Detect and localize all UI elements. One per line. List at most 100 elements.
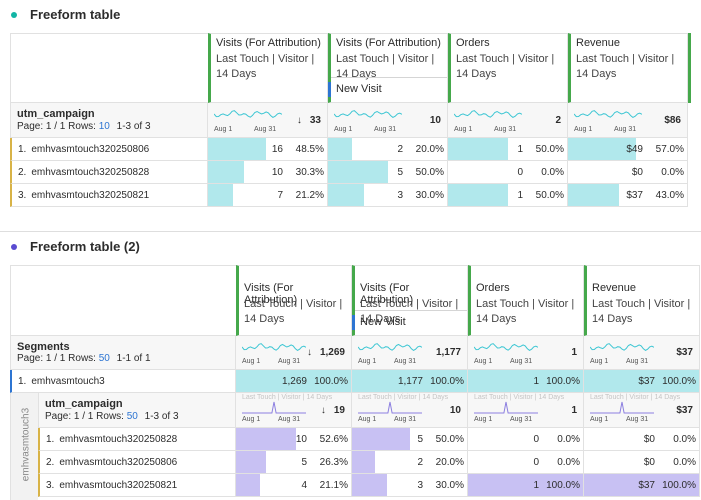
panel-title: Freeform table (2): [30, 239, 140, 254]
total-value: $86: [664, 114, 681, 126]
value-cell: 5 50.0%: [328, 161, 448, 184]
cell-bar: [236, 451, 267, 473]
row-label: 3. emhvasmtouch320250821: [10, 184, 208, 207]
cell-value: $37: [638, 375, 655, 387]
cell-value: 1,177: [397, 375, 423, 387]
row-index: 1.: [46, 433, 55, 445]
row-range: 1-3 of 3: [116, 121, 151, 132]
panel-title: Freeform table: [30, 7, 121, 22]
attribution-model: Last Touch | Visitor | 14 Days: [476, 298, 575, 325]
cell-value: 0: [533, 433, 539, 445]
value-cell: $37 100.0%: [584, 474, 700, 497]
cell-percent: 30.3%: [295, 166, 324, 178]
cell-value: 5: [397, 166, 403, 178]
cell-percent: 50.0%: [535, 189, 564, 201]
cell-percent: 50.0%: [415, 166, 444, 178]
spark-end: Aug 31: [510, 358, 533, 365]
spark-end: Aug 31: [278, 358, 301, 365]
sparkline: [242, 401, 306, 414]
segment-name: New Visit: [336, 83, 382, 95]
attribution-model: Last Touch | Visitor | 14 Days: [590, 394, 681, 401]
sparkline: [590, 343, 654, 351]
cell-percent: 0.0%: [541, 166, 564, 178]
cell-value: $0: [643, 456, 655, 468]
dimension-name: Segments: [17, 341, 70, 353]
rows-label: Rows:: [68, 353, 96, 364]
cell-value: 2: [417, 456, 423, 468]
attribution-model: Last Touch | Visitor | 14 Days: [592, 298, 691, 325]
cell-percent: 52.6%: [319, 433, 348, 445]
cell-percent: 21.1%: [319, 479, 348, 491]
total-wrap: 1: [571, 405, 577, 416]
sparkline: [358, 401, 422, 414]
rows-per-page[interactable]: 50: [126, 411, 138, 422]
cut-column-edge: [688, 33, 691, 103]
total-cell: Aug 1 Aug 31 ↓ 33: [208, 103, 328, 138]
sort-arrow[interactable]: ↓: [306, 347, 312, 358]
attribution-model: Last Touch | Visitor | 14 Days: [456, 53, 555, 80]
cell-value: $0: [643, 433, 655, 445]
total-value: 2: [555, 114, 561, 126]
cell-bar: [328, 184, 364, 206]
cell-bar: [352, 428, 410, 450]
sparkline: [214, 110, 282, 118]
spark-end: Aug 31: [626, 416, 649, 423]
row-name: emhvasmtouch320250806: [31, 143, 150, 155]
row-index: 3.: [18, 189, 27, 201]
attribution-model: Last Touch | Visitor | 14 Days: [474, 394, 565, 401]
value-cell: 1 50.0%: [448, 184, 568, 207]
row-index: 1.: [18, 143, 27, 155]
sort-arrow[interactable]: ↓: [320, 404, 326, 416]
column-header: Visits (For Attribution) Last Touch | Vis…: [236, 265, 352, 336]
row-label: 2. emhvasmtouch320250806: [38, 451, 236, 474]
attribution-model: Last Touch | Visitor | 14 Days: [576, 53, 675, 80]
total-cell: Last Touch | Visitor | 14 Days Aug 1 Aug 3…: [352, 393, 468, 428]
value-cell: 1,177 100.0%: [352, 370, 468, 393]
column-header: Revenue Last Touch | Visitor | 14 Days: [568, 33, 688, 103]
dimension-header: utm_campaign Page: 1 / 1 Rows: 10 1-3 of …: [10, 103, 208, 138]
value-cell: 0 0.0%: [468, 428, 584, 451]
cell-value: 5: [301, 456, 307, 468]
rows-per-page[interactable]: 50: [98, 353, 110, 364]
value-cell: 10 52.6%: [236, 428, 352, 451]
total-wrap: 10: [450, 405, 461, 416]
row-name: emhvasmtouch320250806: [59, 456, 178, 468]
cell-value: $49: [626, 143, 643, 155]
cell-percent: 0.0%: [673, 433, 696, 445]
total-value: 1: [571, 347, 577, 358]
row-name: emhvasmtouch3: [31, 375, 105, 387]
sparkline: [474, 401, 538, 414]
cell-bar: [208, 161, 245, 183]
header-corner: [10, 33, 208, 103]
total-value: 10: [429, 114, 441, 126]
value-cell: 1 50.0%: [448, 138, 568, 161]
cell-percent: 30.0%: [435, 479, 464, 491]
value-cell: 16 48.5%: [208, 138, 328, 161]
sparkline: [242, 343, 306, 351]
nested-strip: emhvasmtouch3: [10, 393, 38, 500]
column-header: Visits (For Attribution) Last Touch | Vis…: [208, 33, 328, 103]
total-cell: Last Touch | Visitor | 14 Days Aug 1 Aug 3…: [468, 393, 584, 428]
row-text: 2. emhvasmtouch320250806: [46, 457, 177, 468]
spark-end: Aug 31: [510, 416, 533, 423]
sort-arrow[interactable]: ↓: [296, 114, 302, 126]
spark-start: Aug 1: [454, 126, 473, 133]
cell-value: $0: [631, 166, 643, 178]
column-header: Orders Last Touch | Visitor | 14 Days: [448, 33, 568, 103]
cell-bar: [236, 474, 261, 496]
value-cell: 7 21.2%: [208, 184, 328, 207]
row-index: 2.: [18, 166, 27, 178]
cell-value: 0: [533, 456, 539, 468]
dimension-header: utm_campaign Page: 1 / 1 Rows: 50 1-3 of …: [38, 393, 236, 428]
total-value: 1,269: [319, 347, 345, 358]
cell-percent: 21.2%: [295, 189, 324, 201]
sparkline: [590, 401, 654, 414]
metric-name: Revenue: [592, 282, 637, 294]
total-wrap: ↓ 33: [297, 115, 321, 126]
row-index: 2.: [46, 456, 55, 468]
rows-per-page[interactable]: 10: [98, 121, 110, 132]
dimension-name: utm_campaign: [45, 398, 123, 410]
total-wrap: $37: [676, 405, 693, 416]
total-wrap: 1,177: [436, 347, 461, 358]
